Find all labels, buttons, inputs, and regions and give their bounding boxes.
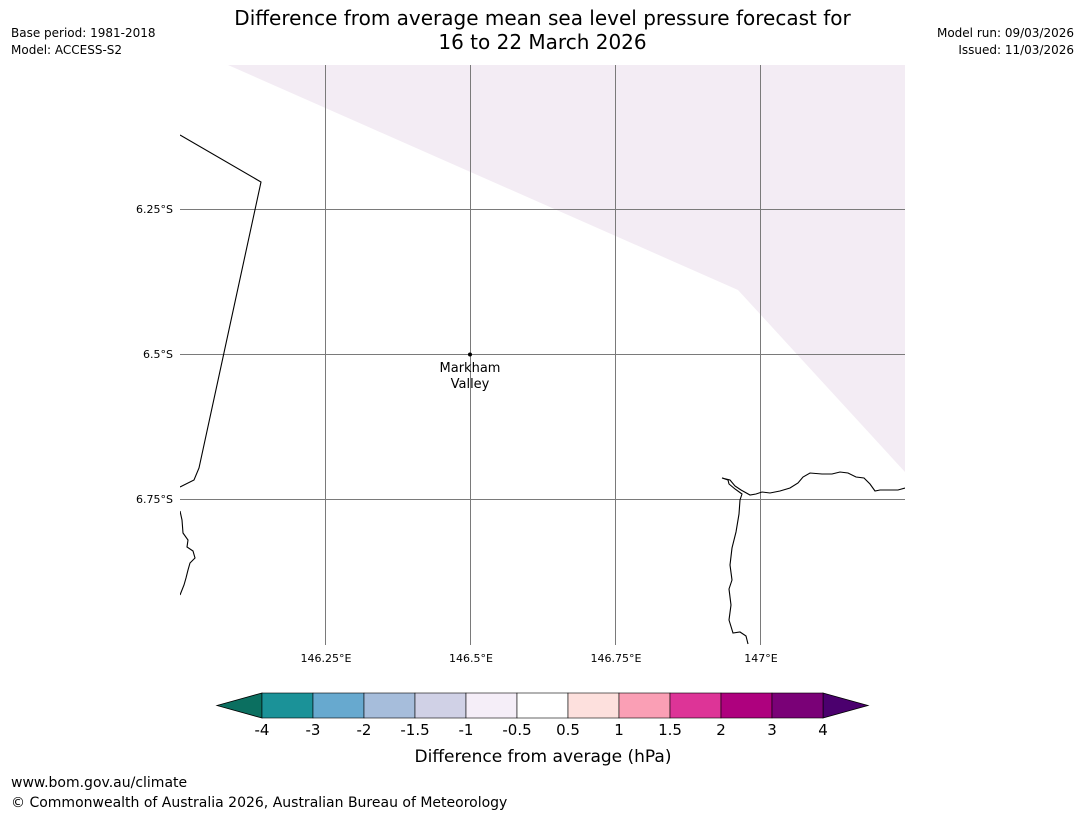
colorbar-tick: 1.5 [658,721,682,739]
title-line-2: 16 to 22 March 2026 [438,30,647,54]
colorbar-extend-low [215,692,263,719]
footer: www.bom.gov.au/climate © Commonwealth of… [11,773,507,813]
colorbar-tick: 2 [716,721,726,739]
metadata-right: Model run: 09/03/2026 Issued: 11/03/2026 [937,25,1074,59]
metadata-left: Base period: 1981-2018 Model: ACCESS-S2 [11,25,156,59]
colorbar-segment [414,692,467,719]
place-marker [468,352,472,357]
website-url: www.bom.gov.au/climate [11,775,188,791]
lon-label-146.5: 146.5°E [449,652,493,665]
pressure-anomaly-shading [228,65,905,472]
colorbar-tick: -4 [255,721,270,739]
coastline-huon-gulf [721,471,905,645]
lat-label-6.25: 6.25°S [136,203,173,216]
colorbar-tick: -1.5 [400,721,429,739]
colorbar-segment [516,692,569,719]
base-period: Base period: 1981-2018 [11,26,156,40]
colorbar-segment [312,692,365,719]
place-label-line1: Markham [440,361,501,376]
colorbar-segment [771,692,824,719]
lon-label-146.75: 146.75°E [591,652,642,665]
model-name: Model: ACCESS-S2 [11,43,123,57]
model-run-date: Model run: 09/03/2026 [936,26,1074,40]
colorbar-segment [261,692,314,719]
colorbar-tick: 3 [767,721,777,739]
colorbar-tick: -0.5 [502,721,531,739]
place-label-line2: Valley [451,377,490,392]
colorbar: -4 -3 -2 -1.5 -1 -0.5 0.5 1 1.5 2 3 4 Di… [215,692,870,767]
colorbar-tick: -1 [459,721,474,739]
title-line-1: Difference from average mean sea level p… [234,6,851,30]
coastline-west [180,510,196,596]
lat-label-6.5: 6.5°S [143,348,173,361]
colorbar-label: Difference from average (hPa) [415,747,672,767]
colorbar-tick: 4 [818,721,828,739]
colorbar-segment [363,692,416,719]
chart-title: Difference from average mean sea level p… [0,6,1085,54]
colorbar-tick: -3 [306,721,321,739]
colorbar-extend-high [822,692,870,719]
colorbar-tick: 0.5 [556,721,580,739]
copyright-notice: © Commonwealth of Australia 2026, Austra… [11,795,508,811]
border-line-west [180,134,262,488]
lat-label-6.75: 6.75°S [136,493,173,506]
colorbar-segment [465,692,518,719]
colorbar-tick: -2 [357,721,372,739]
colorbar-segment [567,692,620,719]
lon-label-146.25: 146.25°E [301,652,352,665]
colorbar-segment [669,692,722,719]
colorbar-segment [720,692,773,719]
lon-label-147: 147°E [744,652,777,665]
issued-date: Issued: 11/03/2026 [958,43,1074,57]
colorbar-segment [618,692,671,719]
colorbar-tick: 1 [614,721,624,739]
